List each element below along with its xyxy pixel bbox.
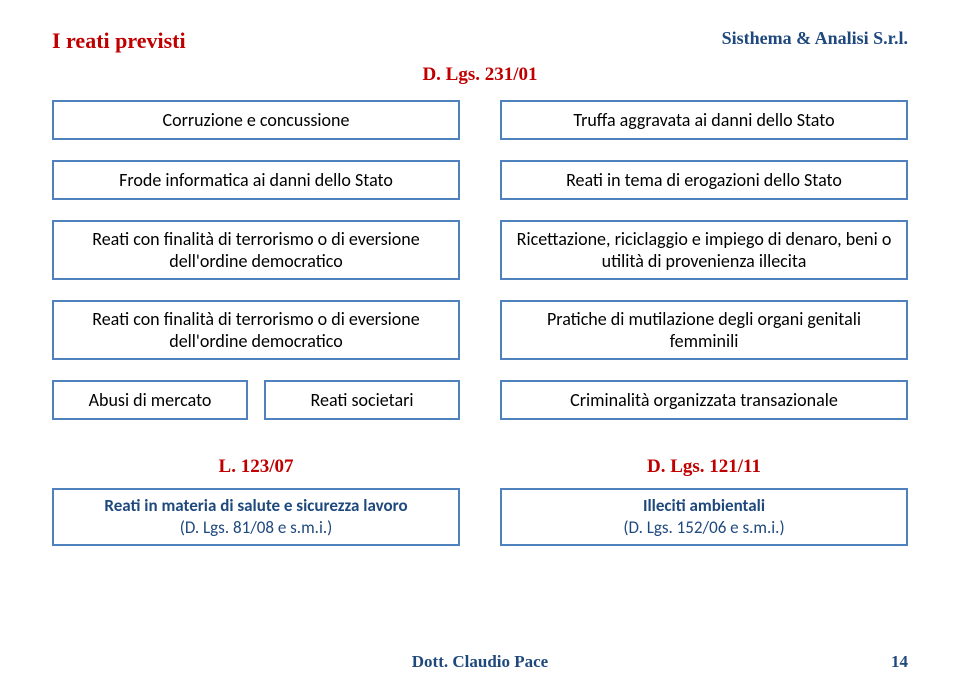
crime-box: Pratiche di mutilazione degli organi gen… [500, 300, 908, 360]
box-line2: (D. Lgs. 152/06 e s.m.i.) [623, 517, 784, 539]
crime-box: Truffa aggravata ai danni dello Stato [500, 100, 908, 140]
law-label-3: D. Lgs. 121/11 [500, 456, 908, 478]
crime-box: Criminalità organizzata transazionale [500, 380, 908, 420]
box-line1: Illeciti ambientali [643, 495, 765, 517]
crime-box: Ricettazione, riciclaggio e impiego di d… [500, 220, 908, 280]
page-number: 14 [891, 652, 908, 672]
company-name: Sisthema & Analisi S.r.l. [722, 28, 908, 49]
crime-box: Reati con finalità di terrorismo o di ev… [52, 300, 460, 360]
crime-box: Frode informatica ai danni dello Stato [52, 160, 460, 200]
crime-box: Abusi di mercato [52, 380, 248, 420]
footer-author: Dott. Claudio Pace [0, 652, 960, 672]
crime-box: Reati in materia di salute e sicurezza l… [52, 488, 460, 546]
law-label-1: D. Lgs. 231/01 [52, 64, 908, 86]
crime-box: Reati societari [264, 380, 460, 420]
box-line1: Reati in materia di salute e sicurezza l… [104, 495, 407, 517]
page-title: I reati previsti [52, 28, 186, 54]
crime-box: Reati con finalità di terrorismo o di ev… [52, 220, 460, 280]
crime-box: Corruzione e concussione [52, 100, 460, 140]
box-line2: (D. Lgs. 81/08 e s.m.i.) [180, 517, 333, 539]
law-label-2: L. 123/07 [52, 456, 460, 478]
crime-box: Reati in tema di erogazioni dello Stato [500, 160, 908, 200]
crime-box: Illeciti ambientali (D. Lgs. 152/06 e s.… [500, 488, 908, 546]
